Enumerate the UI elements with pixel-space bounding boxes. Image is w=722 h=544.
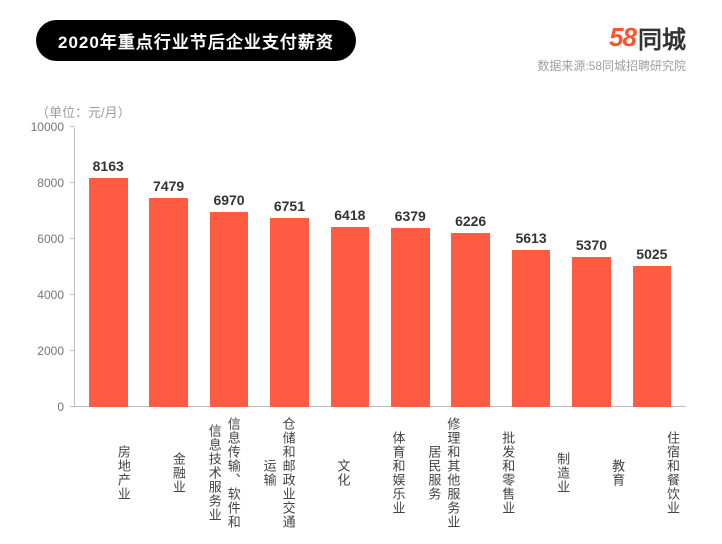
bar: 6379 xyxy=(380,208,440,407)
x-axis-label: 教育 xyxy=(572,413,627,533)
bar: 5370 xyxy=(561,237,621,407)
y-tick-label: 2000 xyxy=(37,344,74,358)
bars-container: 8163 7479 6970 6751 6418 6379 6226 5613 5370 5025 xyxy=(74,127,686,407)
y-tick-label: 6000 xyxy=(37,232,74,246)
x-axis-label: 批发和零售业 xyxy=(462,413,517,533)
y-tick-label: 8000 xyxy=(37,176,74,190)
x-axis-label: 仓储和邮政业交通运输 xyxy=(243,413,298,533)
bar-rect xyxy=(633,266,672,407)
header: 2020年重点行业节后企业支付薪资 58 同城 数据来源:58同城招聘研究院 xyxy=(0,0,722,74)
bar: 5613 xyxy=(501,230,561,407)
y-tick-mark xyxy=(70,406,74,407)
x-axis-label: 修理和其他服务业居民服务 xyxy=(407,413,462,533)
x-axis-label: 文化 xyxy=(298,413,353,533)
bar-value-label: 8163 xyxy=(93,158,124,174)
x-axis-labels: 房地产业金融业信息传输、软件和信息技术服务业仓储和邮政业交通运输文化体育和娱乐业… xyxy=(74,407,686,533)
bar-value-label: 5613 xyxy=(515,230,546,246)
x-axis-label: 信息传输、软件和信息技术服务业 xyxy=(188,413,243,533)
bar-rect xyxy=(210,212,249,407)
bar-rect xyxy=(512,250,551,407)
bar-rect xyxy=(331,227,370,407)
y-tick-label: 4000 xyxy=(37,288,74,302)
x-axis-label: 住宿和餐饮业 xyxy=(627,413,682,533)
bar-value-label: 5370 xyxy=(576,237,607,253)
x-axis-label: 体育和娱乐业 xyxy=(353,413,408,533)
bar: 5025 xyxy=(622,246,682,407)
bar-value-label: 5025 xyxy=(636,246,667,262)
x-axis-label: 金融业 xyxy=(133,413,188,533)
bar-value-label: 6379 xyxy=(395,208,426,224)
bar-rect xyxy=(149,198,188,407)
logo-block: 58 同城 数据来源:58同城招聘研究院 xyxy=(537,20,686,74)
bar: 7479 xyxy=(138,178,198,407)
logo-58-icon: 58 xyxy=(609,22,636,53)
bar-rect xyxy=(89,178,128,407)
y-tick-mark xyxy=(70,126,74,127)
y-tick-mark xyxy=(70,350,74,351)
bar-chart: 8163 7479 6970 6751 6418 6379 6226 5613 5370 5025… xyxy=(74,127,686,407)
bar: 6418 xyxy=(320,207,380,407)
chart-title: 2020年重点行业节后企业支付薪资 xyxy=(36,20,356,61)
y-tick-mark xyxy=(70,294,74,295)
bar: 6970 xyxy=(199,192,259,407)
data-source: 数据来源:58同城招聘研究院 xyxy=(537,57,686,74)
bar: 6751 xyxy=(259,198,319,407)
bar-value-label: 6970 xyxy=(213,192,244,208)
bar: 8163 xyxy=(78,158,138,407)
bar-value-label: 6226 xyxy=(455,213,486,229)
bar-rect xyxy=(572,257,611,407)
bar-value-label: 7479 xyxy=(153,178,184,194)
bar: 6226 xyxy=(440,213,500,407)
bar-value-label: 6418 xyxy=(334,207,365,223)
y-tick-label: 0 xyxy=(57,400,74,414)
logo-text: 同城 xyxy=(638,20,686,55)
unit-label: （单位：元/月） xyxy=(36,102,722,121)
x-axis-label: 制造业 xyxy=(517,413,572,533)
bar-value-label: 6751 xyxy=(274,198,305,214)
y-tick-mark xyxy=(70,238,74,239)
y-tick-label: 10000 xyxy=(31,120,74,134)
bar-rect xyxy=(270,218,309,407)
y-tick-mark xyxy=(70,182,74,183)
bar-rect xyxy=(451,233,490,407)
bar-rect xyxy=(391,228,430,407)
x-axis-label: 房地产业 xyxy=(78,413,133,533)
